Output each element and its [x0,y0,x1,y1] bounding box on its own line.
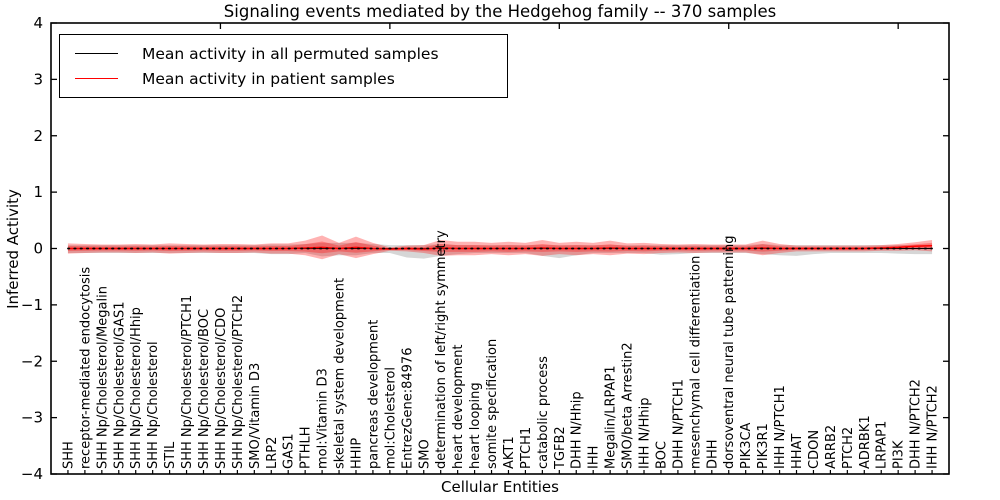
x-tick-label: SHH Np/Cholesterol/PTCH1 [180,295,195,469]
x-tick-label: mesenchymal cell differentiation [688,256,703,469]
x-tick-label: SHH [61,441,76,469]
x-tick-label: heart looping [468,382,483,469]
x-tick-label: catabolic process [536,356,551,469]
x-tick-label: DHH N/PTCH2 [909,379,924,469]
x-tick-label: DHH N/Hhip [570,391,585,469]
x-tick-label: SHH Np/Cholesterol/BOC [197,309,212,469]
y-tick-label: −1 [21,296,43,314]
legend: Mean activity in all permuted samples Me… [59,34,508,98]
y-tick-label: −3 [21,409,43,427]
x-tick-label: SHH Np/Cholesterol/PTCH2 [231,295,246,469]
x-tick-label: HHIP [349,438,364,469]
x-tick-label: Megalin/LRPAP1 [604,365,619,469]
legend-entry-permuted: Mean activity in all permuted samples [60,42,507,66]
x-tick-label: heart development [451,344,466,469]
x-tick-label: AKT1 [502,436,517,469]
patient-band [67,235,933,260]
x-tick-label: DHH [705,439,720,469]
x-tick-label: LRPAP1 [875,421,890,469]
x-tick-label: ARRB2 [824,425,839,469]
y-tick-label: 1 [33,183,43,201]
y-tick-label: 0 [33,240,43,258]
x-tick-label: receptor-mediated endocytosis [78,267,93,469]
x-tick-label: IHH N/PTCH2 [926,385,941,469]
x-tick-label: SMO/beta Arrestin2 [621,342,636,469]
x-tick-label: skeletal system development [333,278,348,469]
legend-entry-patient: Mean activity in patient samples [60,67,507,91]
x-tick-label: BOC [654,441,669,469]
y-tick-label: 4 [33,14,43,32]
y-axis-label: Inferred Activity [4,189,22,309]
permuted-band [67,242,933,259]
x-tick-label: DHH N/PTCH1 [671,379,686,469]
x-tick-label: determination of left/right symmetry [434,230,449,469]
x-tick-label: STIL [163,441,178,469]
x-tick-label: PTCH1 [519,427,534,469]
patient-line-swatch [75,78,118,79]
x-tick-label: HHAT [790,434,805,469]
x-tick-label: SHH Np/Cholesterol/Hhip [129,307,144,469]
x-tick-label: PI3K [892,440,907,469]
x-tick-label: IHH N/Hhip [638,398,653,470]
legend-label: Mean activity in all permuted samples [142,44,439,63]
patient-band-core [67,241,933,254]
y-tick-label: −4 [21,465,43,483]
x-tick-label: mol:Cholesterol [383,367,398,469]
chart-title: Signaling events mediated by the Hedgeho… [223,2,777,21]
x-tick-label: dorsoventral neural tube patterning [722,236,737,469]
y-tick-label: 2 [33,127,43,145]
x-tick-label: SHH Np/Cholesterol [146,341,161,469]
x-tick-label: LRP2 [265,437,280,469]
x-tick-label: PIK3CA [739,422,754,469]
x-tick-label: pancreas development [366,320,381,469]
x-axis-label: Cellular Entities [441,478,559,496]
x-tick-label: mol:Vitamin D3 [316,368,331,469]
x-tick-label: SMO/Vitamin D3 [248,363,263,469]
x-tick-label: SHH Np/Cholesterol/Megalin [95,286,110,469]
x-tick-label: TGFB2 [553,426,568,470]
x-tick-label: ADRBK1 [858,415,873,469]
x-tick-label: GAS1 [282,434,297,470]
x-tick-label: PTCH2 [841,427,856,469]
permuted-line-swatch [75,53,118,54]
x-tick-label: SHH Np/Cholesterol/CDO [214,308,229,469]
x-tick-label: IHH [587,446,602,469]
legend-label: Mean activity in patient samples [142,69,395,88]
x-tick-label: somite specification [485,339,500,469]
x-tick-label: PIK3R1 [756,423,771,469]
x-tick-label: SHH Np/Cholesterol/GAS1 [112,301,127,469]
x-tick-label: PTHLH [299,426,314,469]
x-tick-label: CDON [807,430,822,469]
y-tick-label: 3 [33,70,43,88]
y-tick-label: −2 [21,352,43,370]
x-tick-label: EntrezGene:84976 [400,348,415,469]
x-tick-label: SMO [417,439,432,469]
x-tick-label: IHH N/PTCH1 [773,385,788,469]
